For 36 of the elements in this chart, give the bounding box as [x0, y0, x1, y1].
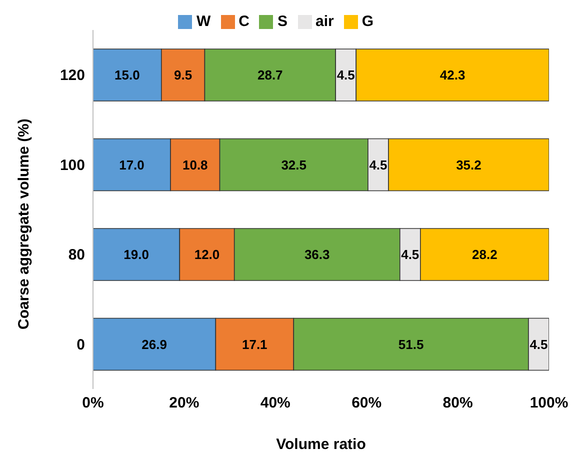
y-tick-label: 120: [60, 67, 85, 84]
data-label: 9.5: [174, 68, 192, 83]
legend-label: W: [196, 13, 211, 30]
data-label: 17.1: [242, 336, 268, 352]
data-label: 32.5: [281, 157, 307, 172]
data-label: 4.5: [369, 157, 388, 172]
data-label: 28.2: [472, 247, 498, 262]
x-axis-title: Volume ratio: [276, 436, 366, 453]
data-label: 17.0: [119, 157, 144, 172]
data-label: 35.2: [456, 157, 482, 172]
legend-label: G: [362, 13, 374, 30]
data-label: 15.0: [114, 68, 140, 83]
data-label: 4.5: [336, 68, 355, 83]
x-tick-label: 60%: [352, 394, 382, 412]
legend-label: air: [316, 13, 334, 30]
data-label: 4.5: [401, 247, 420, 262]
y-tick-label: 0: [76, 336, 85, 354]
x-tick-label: 100%: [530, 394, 568, 412]
data-label: 42.3: [440, 68, 466, 83]
legend-label: C: [238, 13, 250, 30]
data-label: 26.9: [142, 336, 167, 352]
x-tick-label: 20%: [169, 394, 200, 412]
data-label: 4.5: [530, 336, 548, 352]
y-axis-title: Coarse aggregate volume (%): [15, 118, 32, 330]
data-label: 36.3: [304, 247, 330, 262]
y-tick-label: 80: [68, 246, 85, 264]
x-tick-label: 80%: [442, 394, 473, 412]
y-tick-label: 100: [60, 156, 85, 174]
data-label: 28.7: [258, 68, 283, 83]
data-label: 10.8: [182, 157, 208, 172]
x-tick-label: 40%: [260, 394, 290, 412]
data-label: 12.0: [194, 247, 220, 262]
x-tick-label: 0%: [82, 394, 104, 412]
legend-label: S: [277, 13, 288, 30]
data-label: 19.0: [124, 247, 149, 262]
data-label: 51.5: [398, 336, 424, 352]
